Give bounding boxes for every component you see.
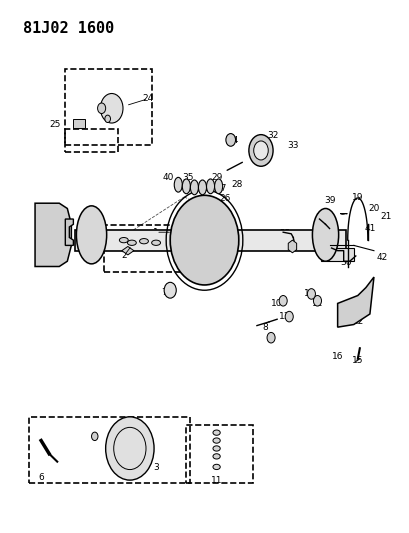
Text: 1: 1 xyxy=(153,228,159,237)
Bar xyxy=(65,69,152,145)
Text: 28: 28 xyxy=(231,180,243,189)
Text: 30: 30 xyxy=(247,145,258,154)
Text: 3: 3 xyxy=(153,464,159,472)
Text: 36: 36 xyxy=(340,258,351,267)
PathPatch shape xyxy=(321,248,354,261)
PathPatch shape xyxy=(122,246,134,255)
Circle shape xyxy=(254,141,268,160)
Text: 5: 5 xyxy=(109,444,115,453)
Text: 20: 20 xyxy=(368,204,380,213)
Text: 38: 38 xyxy=(316,214,327,222)
Text: 35: 35 xyxy=(182,173,194,182)
Text: 7: 7 xyxy=(161,288,167,297)
Ellipse shape xyxy=(213,454,220,459)
Ellipse shape xyxy=(198,180,207,195)
Text: 15: 15 xyxy=(352,356,364,365)
Circle shape xyxy=(249,135,273,166)
Ellipse shape xyxy=(215,179,222,193)
Text: 40: 40 xyxy=(162,173,174,182)
Circle shape xyxy=(101,93,123,123)
Text: 29: 29 xyxy=(211,173,222,182)
Text: 23: 23 xyxy=(279,229,291,238)
Ellipse shape xyxy=(152,240,160,245)
PathPatch shape xyxy=(35,203,71,266)
Bar xyxy=(65,130,118,151)
Text: 39: 39 xyxy=(324,196,335,205)
PathPatch shape xyxy=(338,277,374,327)
Text: 10: 10 xyxy=(271,299,283,308)
Ellipse shape xyxy=(213,464,220,470)
Text: 24: 24 xyxy=(142,94,154,103)
Text: 41: 41 xyxy=(364,224,375,233)
Ellipse shape xyxy=(190,180,198,195)
Text: 2: 2 xyxy=(121,252,127,261)
Circle shape xyxy=(308,289,315,299)
Ellipse shape xyxy=(213,430,220,435)
Text: 21: 21 xyxy=(380,212,392,221)
Ellipse shape xyxy=(213,438,220,443)
Bar xyxy=(187,425,253,483)
Ellipse shape xyxy=(128,240,136,245)
PathPatch shape xyxy=(75,230,346,251)
Bar xyxy=(29,417,190,483)
Ellipse shape xyxy=(213,446,220,451)
Text: 22: 22 xyxy=(352,317,364,326)
Circle shape xyxy=(106,417,154,480)
Text: 27: 27 xyxy=(215,184,226,193)
Circle shape xyxy=(98,103,106,114)
Text: 19: 19 xyxy=(352,193,364,203)
Text: 8: 8 xyxy=(262,322,268,332)
Circle shape xyxy=(164,282,176,298)
Text: 17: 17 xyxy=(312,237,323,246)
Text: 26: 26 xyxy=(219,195,230,204)
Bar xyxy=(103,225,184,272)
Circle shape xyxy=(92,432,98,441)
Ellipse shape xyxy=(174,177,182,192)
Circle shape xyxy=(285,311,293,322)
Ellipse shape xyxy=(312,208,339,261)
Circle shape xyxy=(313,295,321,306)
Text: 33: 33 xyxy=(288,141,299,150)
Text: 34: 34 xyxy=(227,136,238,146)
Text: 43: 43 xyxy=(78,224,89,233)
Circle shape xyxy=(105,115,110,123)
Text: 12: 12 xyxy=(312,299,323,308)
Ellipse shape xyxy=(139,239,148,244)
Text: 37: 37 xyxy=(328,240,339,249)
Text: 25: 25 xyxy=(49,119,61,128)
Circle shape xyxy=(226,134,236,146)
Circle shape xyxy=(267,333,275,343)
Circle shape xyxy=(170,195,239,285)
Text: 16: 16 xyxy=(332,352,344,361)
Bar xyxy=(73,119,85,128)
Text: 11: 11 xyxy=(211,475,222,484)
Text: 6: 6 xyxy=(38,473,44,482)
Text: 81J02 1600: 81J02 1600 xyxy=(23,21,114,36)
Text: 18: 18 xyxy=(288,242,299,251)
Ellipse shape xyxy=(119,238,128,243)
Ellipse shape xyxy=(207,179,215,193)
Text: 13: 13 xyxy=(279,312,291,321)
Text: 4: 4 xyxy=(109,456,115,465)
Text: 32: 32 xyxy=(267,131,279,140)
Text: 31: 31 xyxy=(255,159,267,168)
Text: 42: 42 xyxy=(376,253,388,262)
Ellipse shape xyxy=(76,206,107,264)
Text: 14: 14 xyxy=(304,289,315,298)
Text: 9: 9 xyxy=(266,335,272,344)
Circle shape xyxy=(279,295,287,306)
Text: x 10: x 10 xyxy=(110,456,128,465)
Ellipse shape xyxy=(182,179,190,193)
PathPatch shape xyxy=(65,219,73,245)
